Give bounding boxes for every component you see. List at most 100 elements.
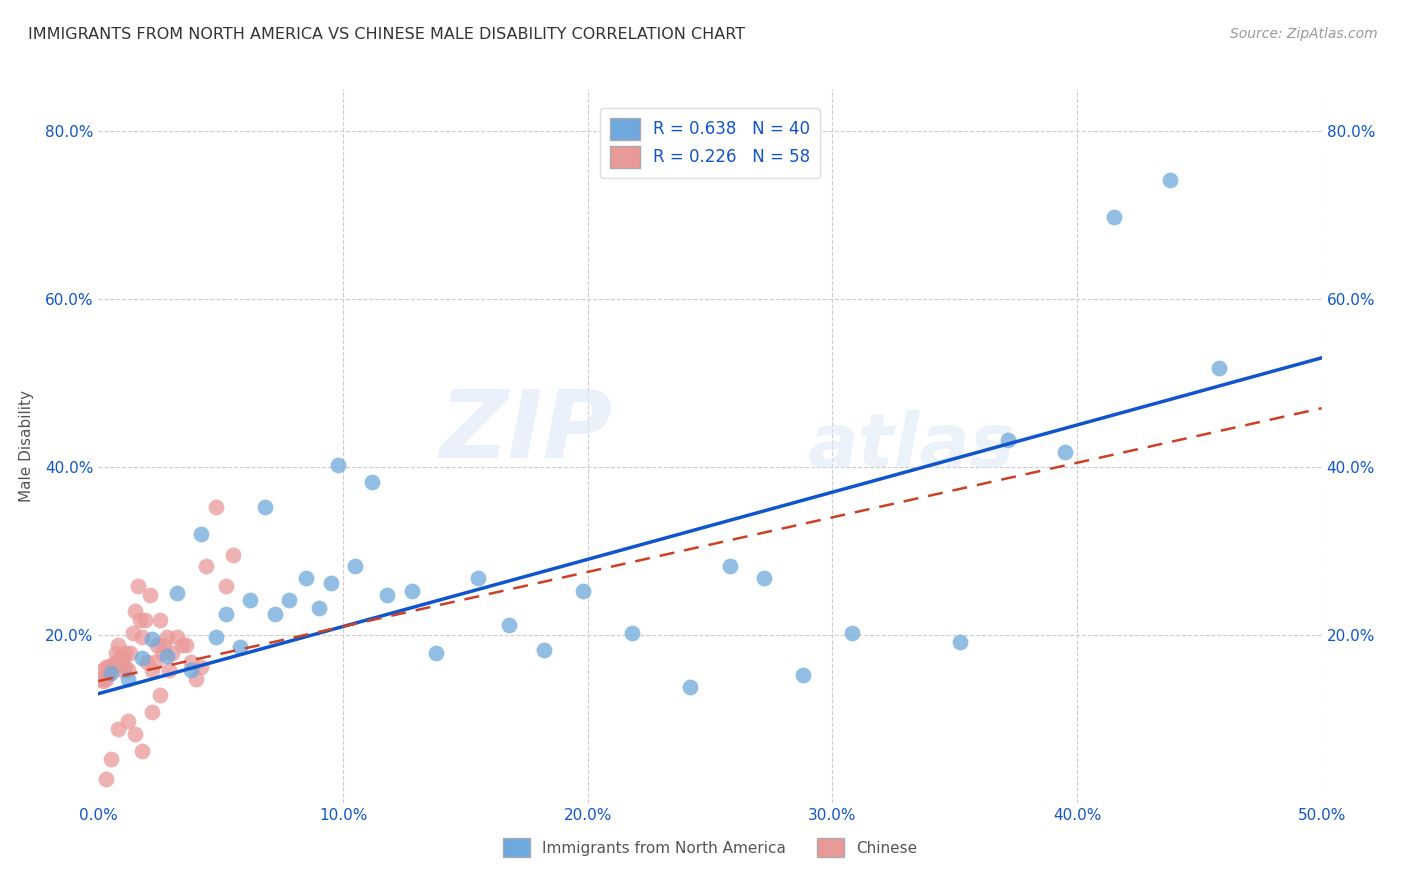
Point [186,672,208,686]
Point [190,660,212,674]
Point [170,638,193,652]
Point [91,674,114,689]
Point [160,646,183,660]
Point [90,672,112,686]
Point [141,705,163,719]
Point [117,714,139,728]
Point [94,660,117,674]
Point [948,634,970,648]
Point [146,638,169,652]
Point [467,571,489,585]
Point [425,646,447,660]
Point [229,640,252,655]
Point [124,727,146,741]
Point [97,668,120,682]
Point [205,500,228,515]
Legend: Immigrants from North America, Chinese: Immigrants from North America, Chinese [494,829,927,866]
Point [91,663,114,677]
Point [572,584,595,599]
Point [101,657,124,672]
Point [308,601,330,615]
Point [131,630,153,644]
Point [100,663,122,677]
Point [533,643,555,657]
Text: IMMIGRANTS FROM NORTH AMERICA VS CHINESE MALE DISABILITY CORRELATION CHART: IMMIGRANTS FROM NORTH AMERICA VS CHINESE… [28,27,745,42]
Point [401,584,423,599]
Point [120,646,142,660]
Point [114,646,136,660]
Point [1053,445,1076,459]
Point [620,626,643,640]
Point [110,655,132,669]
Point [107,638,129,652]
Point [110,651,132,665]
Point [117,663,139,677]
Point [153,638,176,652]
Point [100,665,122,680]
Point [149,613,172,627]
Point [1102,210,1125,224]
Point [841,626,863,640]
Point [344,559,367,574]
Point [263,607,285,621]
Y-axis label: Male Disability: Male Disability [18,390,34,502]
Point [124,604,146,618]
Point [150,646,173,660]
Point [752,571,775,585]
Point [156,630,179,644]
Point [131,651,153,665]
Point [117,672,139,686]
Text: ZIP: ZIP [439,385,612,478]
Point [180,655,202,669]
Point [679,680,702,694]
Point [278,592,301,607]
Point [166,630,188,644]
Point [107,722,129,736]
Point [214,579,236,593]
Point [180,663,202,677]
Point [319,575,342,590]
Point [1208,360,1230,375]
Point [139,588,162,602]
Point [190,527,212,541]
Point [101,660,124,674]
Text: atlas: atlas [808,409,1015,483]
Point [129,613,152,627]
Point [176,638,198,652]
Point [111,663,134,677]
Point [361,475,384,489]
Point [718,559,741,574]
Point [107,655,129,669]
Point [498,617,520,632]
Point [100,752,122,766]
Point [214,607,236,621]
Point [1159,173,1181,187]
Point [149,689,172,703]
Point [143,655,166,669]
Point [136,655,159,669]
Point [97,660,120,674]
Point [222,548,245,562]
Point [131,744,153,758]
Point [239,592,262,607]
Point [104,655,127,669]
Text: Source: ZipAtlas.com: Source: ZipAtlas.com [1230,27,1378,41]
Point [253,500,276,515]
Point [121,626,143,640]
Point [156,648,179,663]
Point [141,663,163,677]
Point [205,630,228,644]
Point [166,586,188,600]
Point [792,668,814,682]
Point [328,458,350,473]
Point [134,613,156,627]
Point [104,646,127,660]
Point [141,632,163,646]
Point [195,559,218,574]
Point [127,579,149,593]
Point [157,663,180,677]
Point [997,433,1019,447]
Point [94,672,117,686]
Point [295,571,318,585]
Point [375,588,398,602]
